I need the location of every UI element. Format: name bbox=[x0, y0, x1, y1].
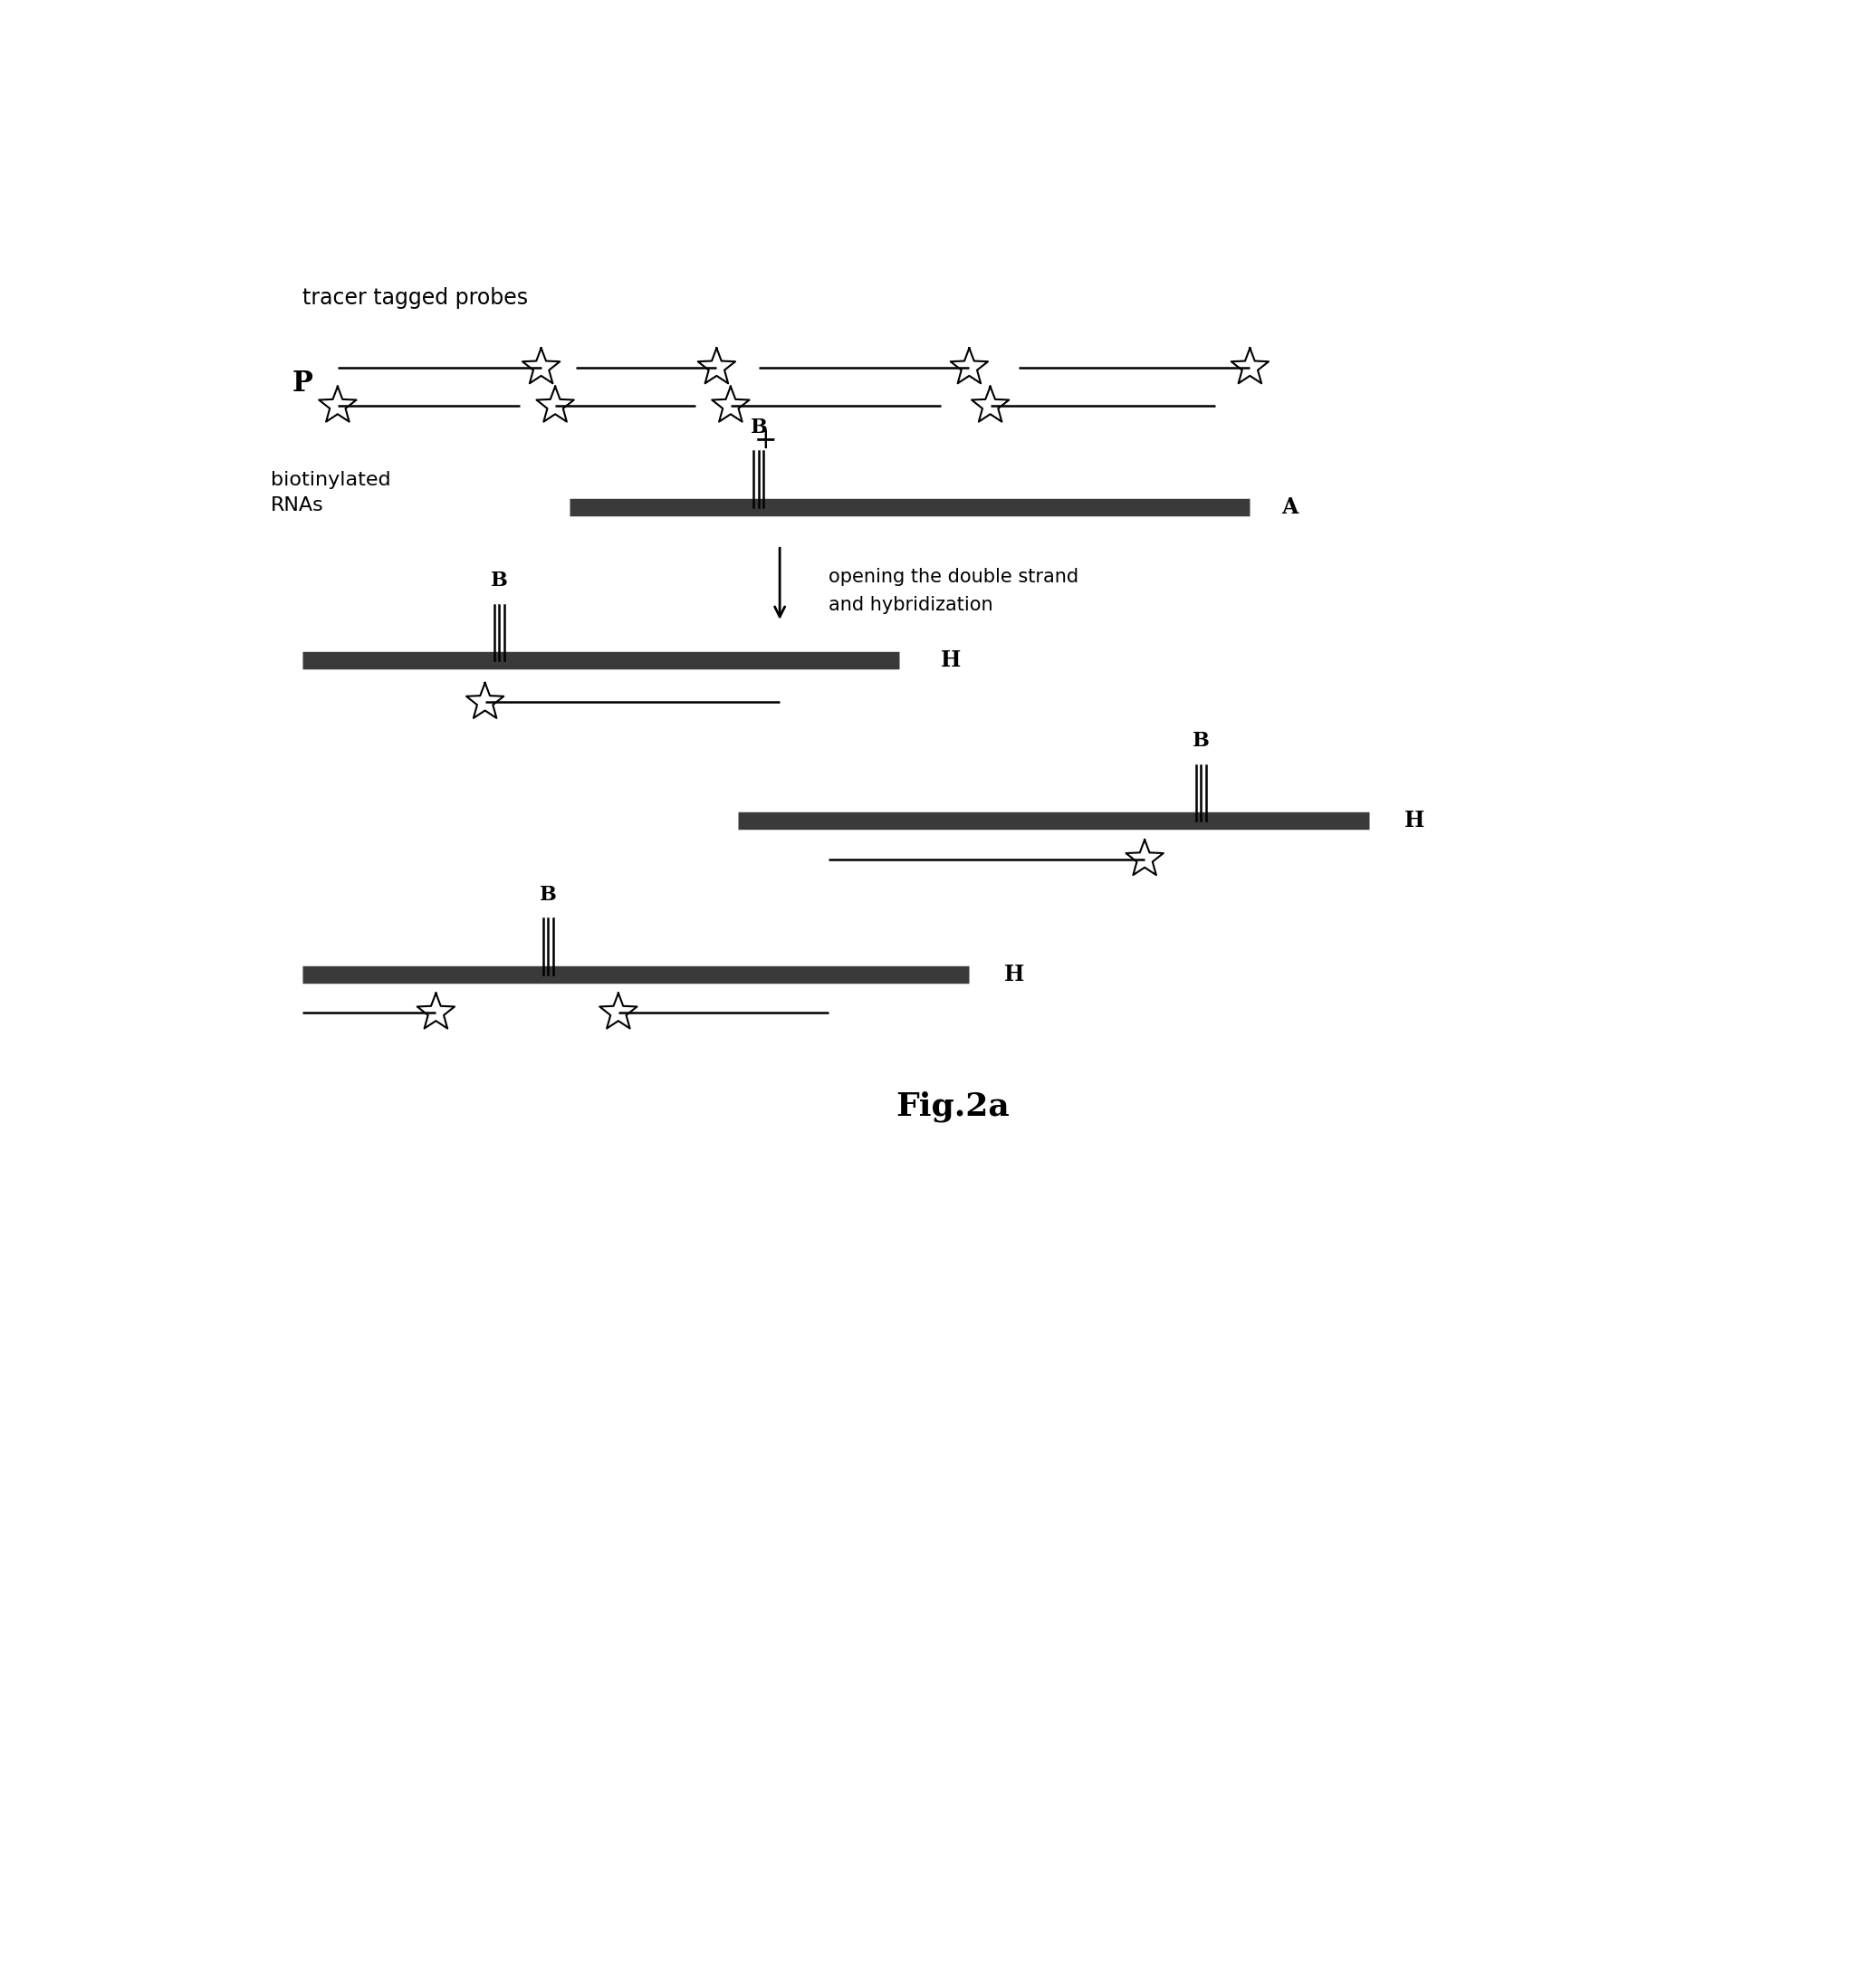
Text: biotinylated
RNAs: biotinylated RNAs bbox=[271, 471, 390, 515]
Text: +: + bbox=[755, 427, 777, 455]
Text: H: H bbox=[1004, 964, 1024, 986]
Text: tracer tagged probes: tracer tagged probes bbox=[303, 286, 528, 308]
Text: B: B bbox=[539, 885, 556, 905]
Text: B: B bbox=[491, 571, 508, 590]
Text: H: H bbox=[941, 650, 961, 672]
Text: B: B bbox=[751, 417, 768, 437]
Text: Fig.2a: Fig.2a bbox=[896, 1091, 1009, 1123]
Text: opening the double strand: opening the double strand bbox=[829, 569, 1078, 586]
Text: and hybridization: and hybridization bbox=[829, 596, 993, 614]
Text: A: A bbox=[1281, 497, 1298, 519]
Text: P: P bbox=[292, 370, 312, 398]
Text: H: H bbox=[1404, 809, 1424, 831]
Text: B: B bbox=[1192, 732, 1210, 751]
